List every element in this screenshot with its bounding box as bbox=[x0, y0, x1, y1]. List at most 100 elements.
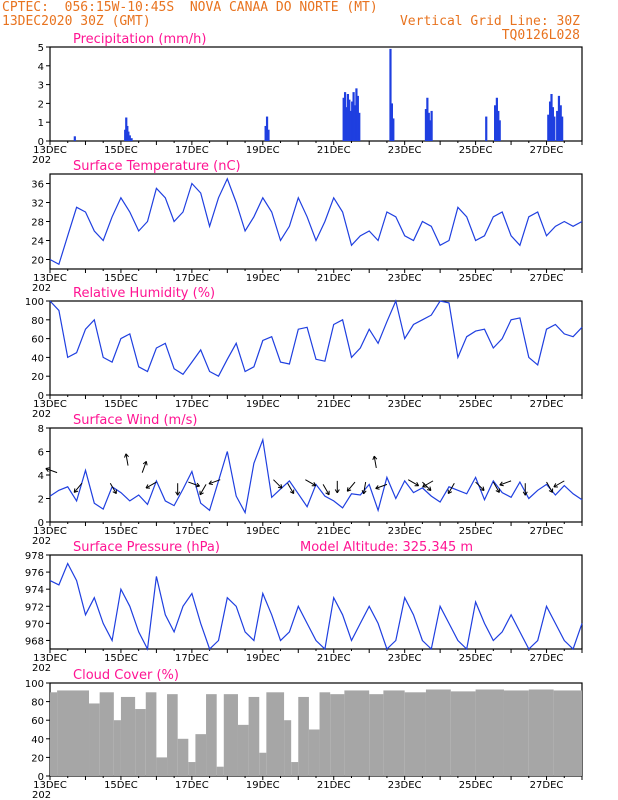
y-tick-label: 40 bbox=[31, 353, 44, 364]
y-tick-label: 4 bbox=[38, 62, 44, 73]
precip-bar bbox=[547, 114, 550, 141]
wind-arrow-head bbox=[347, 489, 352, 492]
cloud-bar bbox=[298, 696, 309, 776]
precip-bar bbox=[264, 125, 267, 141]
cloud-bar bbox=[284, 720, 292, 776]
x-tick-label: 25DEC bbox=[459, 780, 493, 791]
x-tick-label: 17DEC bbox=[175, 780, 209, 791]
x-year-fragment: 202 bbox=[32, 536, 51, 547]
wind-arrow bbox=[447, 482, 455, 494]
x-tick-label: 27DEC bbox=[530, 145, 564, 156]
wind-arrow-head bbox=[334, 489, 338, 494]
cloud-bar bbox=[223, 694, 238, 776]
cloud-bar bbox=[248, 696, 260, 776]
x-year-fragment: 202 bbox=[32, 409, 51, 420]
wind-arrow-head bbox=[346, 487, 349, 492]
cloud-bar bbox=[188, 762, 196, 776]
x-year-fragment: 202 bbox=[32, 155, 51, 166]
cloud-bar bbox=[99, 692, 114, 776]
precip-bar bbox=[343, 92, 347, 141]
panel-title: Surface Wind (m/s) bbox=[73, 413, 197, 428]
x-year-fragment: 202 bbox=[32, 283, 51, 294]
wind-arrow bbox=[188, 481, 200, 487]
x-tick-label: 13DEC bbox=[33, 780, 67, 791]
x-tick-label: 23DEC bbox=[388, 273, 422, 284]
y-tick-label: 24 bbox=[31, 237, 44, 248]
x-tick-label: 23DEC bbox=[388, 653, 422, 664]
x-year-fragment: 202 bbox=[32, 790, 51, 800]
x-tick-label: 15DEC bbox=[104, 399, 138, 410]
wind-arrow-head bbox=[553, 483, 557, 488]
cloud-bar bbox=[475, 689, 504, 776]
precip-bar bbox=[553, 116, 556, 141]
y-tick-label: 978 bbox=[25, 551, 44, 562]
precip-bar bbox=[352, 92, 355, 141]
precip-bar bbox=[265, 116, 269, 141]
x-tick-label: 13DEC bbox=[33, 145, 67, 156]
y-tick-label: 1 bbox=[38, 118, 44, 129]
x-tick-label: 23DEC bbox=[388, 780, 422, 791]
cloud-bar bbox=[145, 692, 157, 776]
wind-arrow bbox=[145, 481, 157, 489]
y-tick-label: 32 bbox=[31, 199, 44, 210]
y-tick-label: 2 bbox=[38, 99, 44, 110]
panel-frame bbox=[49, 46, 583, 142]
y-tick-label: 60 bbox=[31, 716, 44, 727]
x-tick-label: 27DEC bbox=[530, 273, 564, 284]
wind-arrow bbox=[499, 480, 512, 486]
wind-arrow bbox=[109, 482, 117, 494]
precip-bar bbox=[550, 94, 553, 141]
wind-arrow bbox=[322, 484, 330, 496]
wind-arrow bbox=[273, 479, 283, 489]
panel-title: Cloud Cover (%) bbox=[73, 668, 179, 683]
y-tick-label: 4 bbox=[38, 471, 44, 482]
y-tick-label: 0 bbox=[38, 772, 44, 783]
x-tick-label: 23DEC bbox=[388, 145, 422, 156]
x-tick-label: 27DEC bbox=[530, 526, 564, 537]
wind-arrow-head bbox=[325, 492, 330, 496]
wind-arrow-head bbox=[313, 481, 317, 486]
cloud-bar bbox=[308, 729, 320, 776]
wind-arrow-head bbox=[426, 489, 432, 492]
y-tick-label: 28 bbox=[31, 218, 44, 229]
cloud-bar bbox=[330, 694, 345, 776]
x-tick-label: 17DEC bbox=[175, 273, 209, 284]
wind-arrow bbox=[553, 480, 565, 488]
precip-bar bbox=[390, 103, 393, 141]
precip-bar bbox=[73, 136, 76, 141]
series-line bbox=[49, 437, 583, 515]
x-tick-label: 21DEC bbox=[317, 526, 351, 537]
x-tick-label: 25DEC bbox=[459, 273, 493, 284]
precip-bar bbox=[358, 112, 361, 141]
y-tick-label: 20 bbox=[31, 753, 44, 764]
cloud-bar bbox=[383, 690, 405, 776]
x-tick-label: 19DEC bbox=[246, 273, 280, 284]
wind-arrow-head bbox=[208, 483, 213, 486]
y-tick-label: 970 bbox=[25, 619, 44, 630]
wind-arrow-head bbox=[124, 453, 127, 458]
wind-arrow-head bbox=[289, 491, 294, 495]
x-tick-label: 17DEC bbox=[175, 526, 209, 537]
cloud-bar bbox=[450, 691, 476, 776]
cloud-bar bbox=[528, 689, 554, 776]
x-tick-label: 13DEC bbox=[33, 653, 67, 664]
precip-bar bbox=[130, 138, 133, 141]
header-model-id: TQ0126L028 bbox=[501, 28, 580, 43]
y-tick-label: 0 bbox=[38, 391, 44, 402]
header-datetime: 13DEC2020 30Z (GMT) bbox=[2, 14, 151, 29]
cloud-bar bbox=[50, 692, 58, 776]
precip-bar bbox=[424, 109, 428, 141]
precip-bar bbox=[427, 112, 430, 141]
cloud-bar bbox=[120, 696, 136, 776]
y-tick-label: 20 bbox=[31, 256, 44, 267]
x-tick-label: 25DEC bbox=[459, 399, 493, 410]
wind-arrow bbox=[492, 481, 500, 493]
x-tick-label: 13DEC bbox=[33, 399, 67, 410]
wind-arrow-head bbox=[112, 491, 117, 495]
wind-arrow bbox=[346, 481, 356, 492]
wind-arrow-head bbox=[499, 481, 503, 486]
cloud-bar bbox=[156, 757, 168, 776]
x-tick-label: 17DEC bbox=[175, 399, 209, 410]
precip-bar bbox=[548, 101, 552, 141]
precip-bar bbox=[356, 95, 359, 141]
